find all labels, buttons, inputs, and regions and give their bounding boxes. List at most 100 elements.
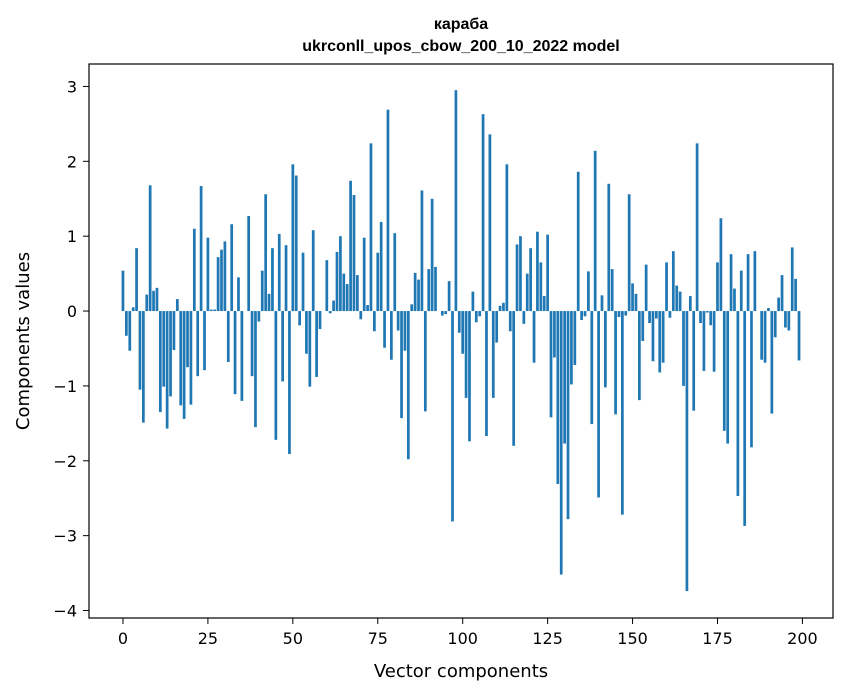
- bar-133: [573, 311, 577, 365]
- bar-180: [733, 288, 736, 312]
- bar-157: [654, 311, 658, 319]
- bar-51: [294, 175, 298, 312]
- bar-107: [485, 311, 488, 437]
- bar-164: [678, 291, 682, 312]
- bar-122: [536, 231, 539, 312]
- bar-105: [478, 311, 482, 317]
- bar-82: [400, 311, 403, 419]
- bar-88: [420, 190, 424, 312]
- bar-17: [179, 311, 183, 406]
- bar-144: [610, 269, 614, 312]
- bar-166: [685, 311, 689, 592]
- bar-61: [328, 311, 332, 314]
- bar-118: [522, 311, 526, 324]
- bar-69: [356, 275, 359, 312]
- plot-frame: [88, 63, 834, 619]
- bar-31: [226, 311, 230, 362]
- bar-3: [131, 307, 135, 312]
- x-axis-label: Vector components: [374, 661, 548, 682]
- bar-106: [481, 114, 485, 312]
- bar-11: [158, 311, 162, 413]
- bar-153: [641, 311, 645, 341]
- bar-73: [369, 143, 373, 312]
- bar-97: [451, 311, 454, 522]
- x-tick-label: 25: [198, 629, 218, 648]
- x-axis-ticks: 0 25 50 75 100 125 150 175 200: [118, 618, 818, 648]
- bar-98: [454, 90, 458, 312]
- bar-158: [658, 311, 662, 373]
- bar-115: [512, 311, 516, 446]
- bar-119: [525, 273, 529, 312]
- bar-137: [587, 271, 590, 312]
- bar-72: [366, 305, 369, 312]
- bar-117: [519, 236, 522, 312]
- bar-168: [692, 311, 696, 411]
- bar-167: [688, 296, 692, 312]
- bar-196: [787, 311, 791, 331]
- bar-150: [631, 283, 634, 312]
- bar-19: [186, 311, 189, 368]
- bar-142: [604, 311, 607, 388]
- y-tick-label: −4: [53, 602, 77, 621]
- bar-37: [247, 215, 251, 312]
- bar-138: [590, 311, 594, 425]
- bar-190: [767, 308, 770, 312]
- bar-85: [410, 304, 414, 312]
- bar-175: [716, 262, 719, 312]
- bar-129: [559, 311, 563, 575]
- bar-155: [648, 311, 651, 324]
- bar-198: [794, 278, 797, 312]
- bar-25: [206, 237, 210, 312]
- bar-24: [203, 311, 206, 371]
- bar-154: [644, 264, 648, 312]
- bar-67: [349, 180, 352, 312]
- bar-101: [464, 311, 468, 398]
- bar-23: [199, 186, 203, 312]
- y-tick-label: 0: [67, 302, 77, 321]
- bar-2: [128, 311, 132, 351]
- x-tick-label: 175: [702, 629, 733, 648]
- bar-44: [271, 248, 274, 312]
- bar-89: [423, 311, 427, 412]
- bar-132: [570, 311, 573, 385]
- y-axis-label: Components values: [13, 252, 34, 430]
- bar-165: [682, 311, 685, 386]
- bar-90: [427, 269, 431, 312]
- bar-104: [474, 311, 478, 323]
- bar-64: [339, 236, 342, 312]
- bar-95: [444, 311, 448, 315]
- bar-78: [386, 109, 390, 312]
- bar-group: [121, 90, 801, 592]
- bar-80: [393, 233, 397, 312]
- x-tick-label: 200: [787, 629, 818, 648]
- bar-92: [434, 266, 437, 312]
- bar-34: [237, 277, 240, 312]
- bar-33: [233, 311, 237, 395]
- bar-141: [600, 295, 604, 312]
- bar-83: [403, 311, 407, 351]
- bar-66: [345, 284, 349, 312]
- bar-179: [729, 254, 733, 312]
- bar-32: [230, 224, 234, 312]
- chart-title: караба: [434, 16, 488, 33]
- y-tick-label: −2: [53, 452, 77, 471]
- bar-26: [209, 309, 213, 312]
- bar-60: [325, 260, 329, 312]
- x-tick-label: 50: [283, 629, 303, 648]
- bar-1: [125, 311, 128, 336]
- bar-161: [668, 311, 672, 318]
- bar-53: [301, 252, 305, 312]
- bar-113: [505, 164, 509, 312]
- bar-174: [712, 311, 716, 372]
- bar-102: [468, 311, 471, 442]
- bar-65: [342, 273, 346, 312]
- bar-156: [651, 311, 655, 362]
- bar-91: [430, 198, 434, 312]
- bar-40: [257, 311, 261, 322]
- bar-0: [121, 270, 125, 312]
- bar-191: [770, 311, 774, 414]
- bar-56: [311, 230, 315, 312]
- bar-100: [461, 311, 465, 354]
- bar-58: [318, 311, 322, 330]
